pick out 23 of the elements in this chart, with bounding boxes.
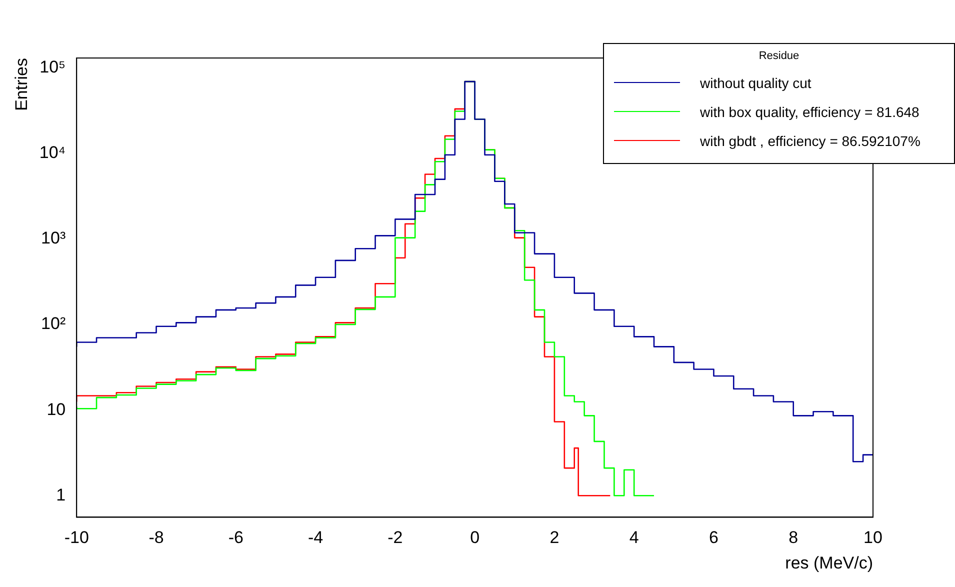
x-tick-label: 0	[470, 528, 480, 548]
x-tick-label: -4	[308, 528, 324, 548]
x-tick-label: 10	[864, 528, 882, 548]
y-tick-label: 10⁴	[39, 143, 66, 162]
x-tick-label: -10	[64, 528, 89, 548]
y-tick-label: 10	[46, 400, 66, 419]
x-tick-label: 4	[629, 528, 639, 548]
y-tick-label: 1	[56, 485, 66, 504]
x-tick-label: 6	[708, 528, 718, 548]
x-tick-label: 8	[788, 528, 798, 548]
y-tick-label: 10²	[41, 314, 66, 334]
x-tick-label: -8	[148, 528, 164, 548]
legend-label: with box quality, efficiency = 81.648	[700, 104, 920, 120]
legend-title: Residue	[758, 50, 800, 62]
legend-label: with gbdt , efficiency = 86.592107%	[700, 132, 920, 148]
x-tick-label: 2	[550, 528, 560, 548]
legend-label: without quality cut	[700, 74, 812, 90]
x-tick-label: -2	[388, 528, 403, 548]
y-tick-label: 10³	[41, 228, 66, 248]
y-axis-title: Entries	[12, 58, 31, 111]
y-tick-label: 10⁵	[40, 57, 66, 76]
x-axis-title: res (MeV/c)	[785, 553, 873, 572]
x-tick-label: -6	[228, 528, 244, 548]
